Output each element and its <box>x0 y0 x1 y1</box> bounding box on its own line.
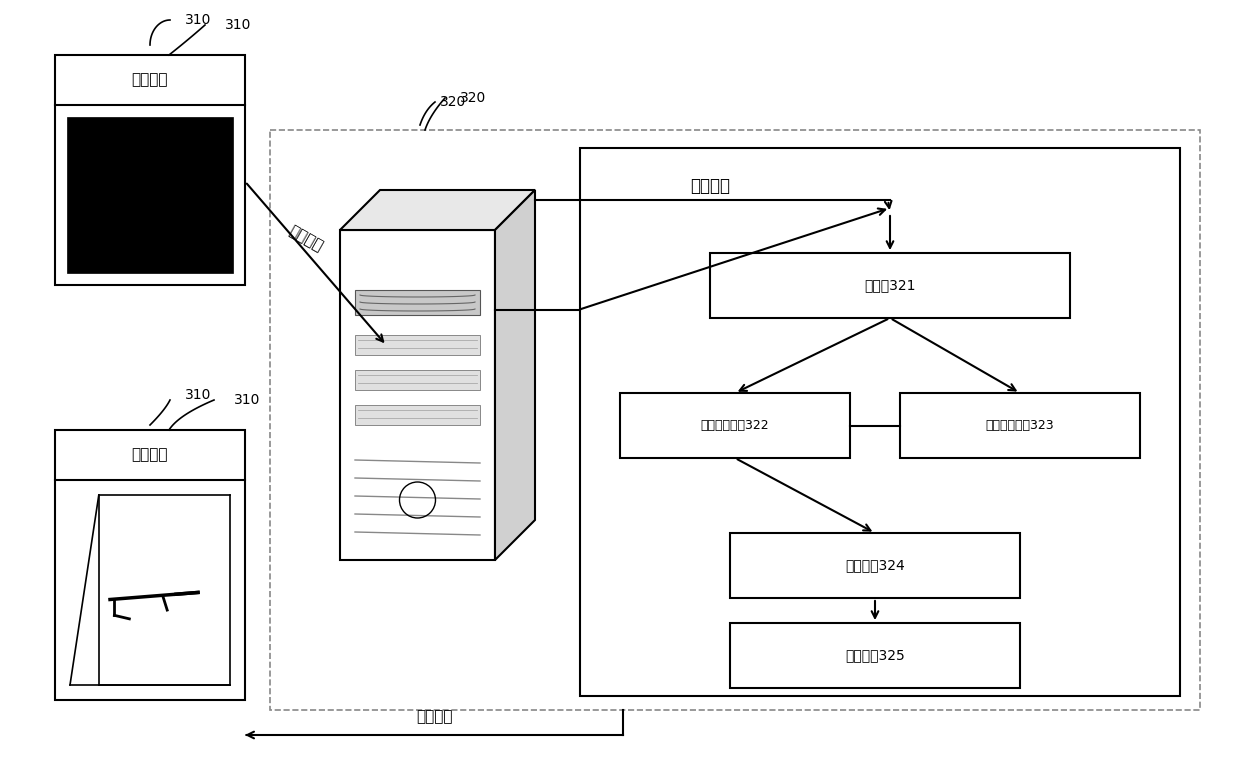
Bar <box>620 393 849 458</box>
Text: 310: 310 <box>224 18 252 32</box>
Bar <box>55 430 246 700</box>
Bar <box>355 335 480 355</box>
Bar <box>55 55 246 285</box>
Bar <box>730 533 1021 598</box>
Text: 三维模型325: 三维模型325 <box>846 649 905 662</box>
Bar <box>711 253 1070 318</box>
Text: 应用程序: 应用程序 <box>131 448 169 462</box>
Text: 单张图像: 单张图像 <box>285 223 325 254</box>
Text: 特征图321: 特征图321 <box>864 278 916 292</box>
Text: 体素重构网络323: 体素重构网络323 <box>986 419 1054 432</box>
Bar <box>67 117 233 273</box>
Bar <box>355 290 480 315</box>
Text: 320: 320 <box>460 91 486 105</box>
Polygon shape <box>340 190 534 230</box>
Polygon shape <box>495 190 534 560</box>
Bar <box>355 370 480 390</box>
Text: 三维模型: 三维模型 <box>415 710 453 724</box>
Bar <box>340 230 495 560</box>
Text: 单张图像: 单张图像 <box>689 177 730 195</box>
Bar <box>900 393 1140 458</box>
Bar <box>270 130 1200 710</box>
Bar <box>580 148 1180 696</box>
Bar <box>355 405 480 425</box>
Text: 310: 310 <box>234 393 260 407</box>
Text: 网格信息324: 网格信息324 <box>846 559 905 573</box>
Text: 网格重构网络322: 网格重构网络322 <box>701 419 769 432</box>
Text: 320: 320 <box>440 95 466 109</box>
Text: 310: 310 <box>185 13 211 27</box>
Bar <box>730 623 1021 688</box>
Text: 310: 310 <box>185 388 211 402</box>
Text: 应用程序: 应用程序 <box>131 73 169 87</box>
